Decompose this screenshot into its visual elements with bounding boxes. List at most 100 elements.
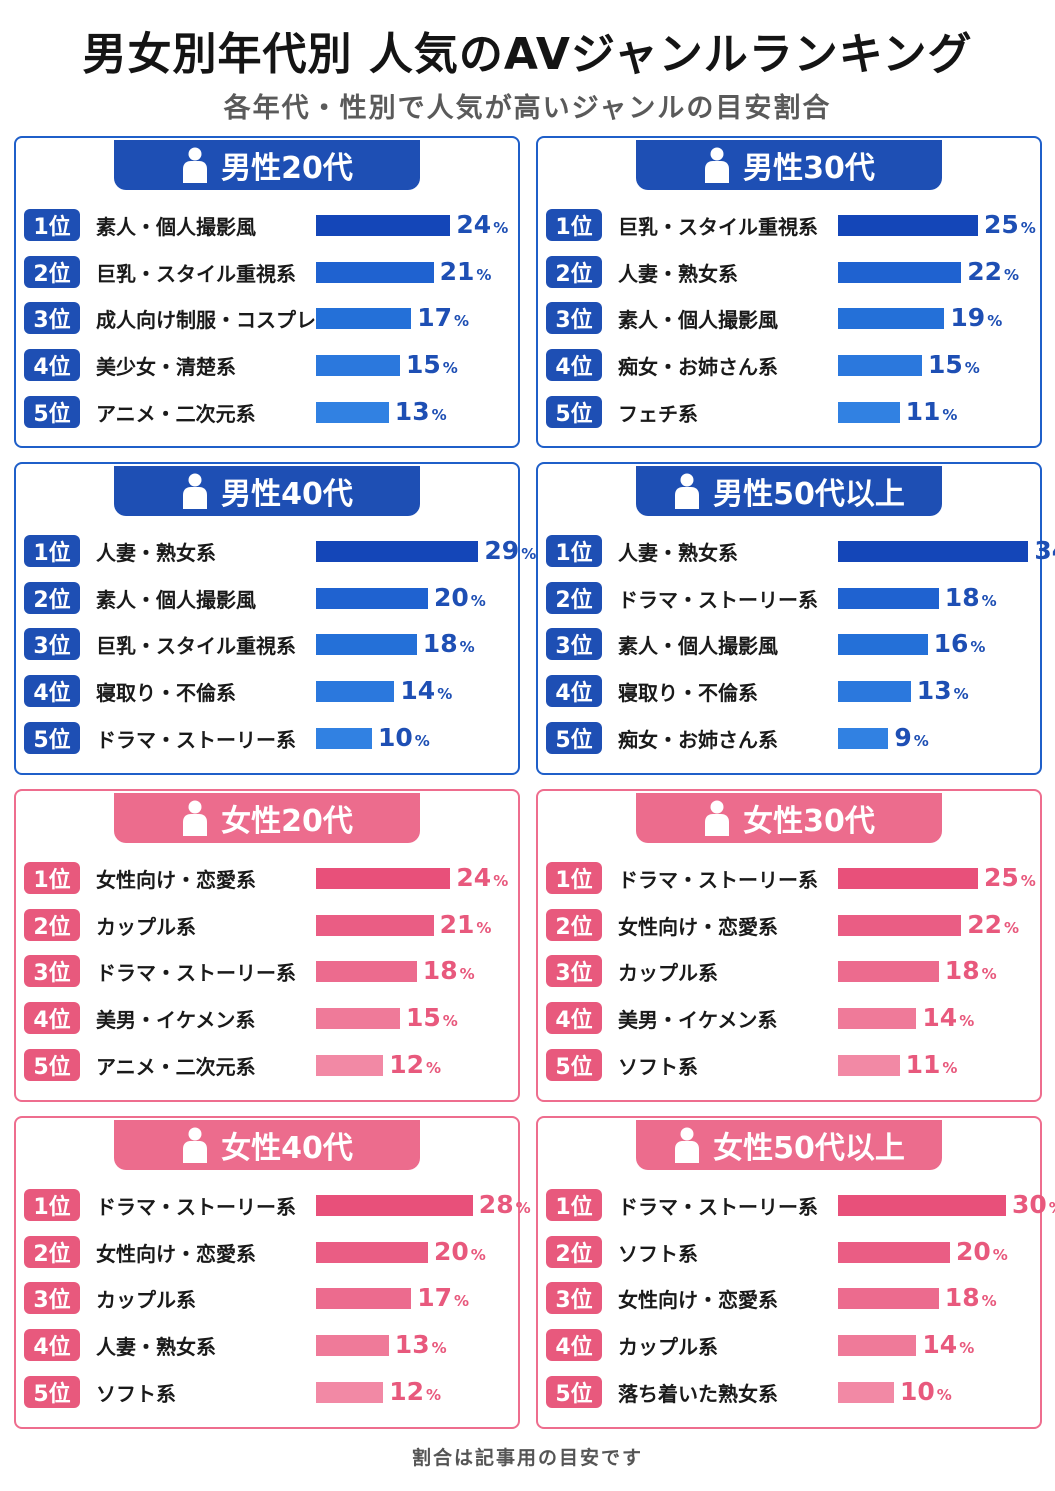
- value-label: 20%: [956, 1229, 1008, 1276]
- rank-badge: 2位: [546, 255, 602, 288]
- percent-symbol: %: [442, 1012, 458, 1031]
- value-number: 12: [389, 1049, 424, 1079]
- panel-title: 男性30代: [743, 151, 875, 186]
- value-label: 15%: [406, 995, 458, 1042]
- percent-symbol: %: [476, 918, 492, 937]
- panel-title: 男性20代: [221, 151, 353, 186]
- ranking-row: 5位 ソフト系 11%: [538, 1042, 1040, 1089]
- ranking-panel: 男性40代 1位 人妻・熟女系 29% 2位 素人・個人撮影風 20% 3位 巨乳・スタイル重視…: [14, 462, 536, 775]
- rank-badge: 1位: [24, 1189, 80, 1221]
- person-icon: [181, 1127, 209, 1163]
- percent-symbol: %: [1020, 219, 1036, 237]
- value-label: 15%: [406, 342, 458, 389]
- value-number: 18: [422, 956, 458, 986]
- percent-symbol: %: [425, 1058, 442, 1077]
- panel-title-banner: 男性30代: [636, 140, 942, 190]
- percent-symbol: %: [992, 1245, 1008, 1264]
- ranking-row: 3位 素人・個人撮影風 16%: [538, 621, 1040, 668]
- genre-label: 女性向け・恋愛系: [618, 1288, 778, 1313]
- ranking-row: 3位 カップル系 17%: [16, 1275, 518, 1322]
- rank-badge: 1位: [546, 1189, 602, 1221]
- value-bar: [838, 727, 889, 749]
- ranking-list: 1位 ドラマ・ストーリー系 28% 2位 女性向け・恋愛系 20% 3位 カップル系 17% 4位…: [16, 1182, 531, 1415]
- ranking-row: 3位 ドラマ・ストーリー系 18%: [16, 948, 518, 995]
- rank-badge: 5位: [24, 395, 80, 428]
- ranking-row: 3位 成人向け制服・コスプレ系 17%: [16, 295, 518, 342]
- rank-badge: 5位: [546, 1375, 602, 1408]
- value-bar: [838, 355, 922, 377]
- value-number: 25: [984, 210, 1019, 239]
- rank-badge: 4位: [546, 1002, 602, 1035]
- rank-badge: 3位: [546, 628, 602, 661]
- percent-symbol: %: [442, 359, 458, 378]
- genre-label: ドラマ・ストーリー系: [96, 1194, 296, 1219]
- genre-label: 女性向け・恋愛系: [96, 867, 256, 892]
- ranking-row: 4位 寝取り・不倫系 14%: [16, 668, 518, 715]
- percent-symbol: %: [953, 685, 969, 704]
- value-bar: [838, 914, 962, 936]
- genre-label: 寝取り・不倫系: [618, 680, 758, 705]
- value-bar: [838, 261, 962, 283]
- panel-title-banner: 男性20代: [114, 140, 420, 190]
- ranking-row: 2位 カップル系 21%: [16, 902, 518, 949]
- value-bar: [316, 634, 417, 656]
- value-bar: [838, 681, 911, 703]
- value-label: 14%: [922, 1322, 974, 1369]
- value-number: 29: [484, 536, 520, 565]
- panel-title: 女性20代: [221, 804, 353, 839]
- value-number: 13: [916, 676, 952, 706]
- genre-label: 素人・個人撮影風: [96, 214, 256, 239]
- percent-symbol: %: [521, 545, 537, 563]
- genre-label: 人妻・熟女系: [618, 540, 738, 565]
- percent-symbol: %: [431, 405, 447, 424]
- rank-badge: 2位: [24, 581, 80, 614]
- rank-badge: 4位: [24, 675, 80, 708]
- genre-label: 痴女・お姉さん系: [618, 354, 778, 379]
- value-label: 29%: [484, 528, 536, 575]
- percent-symbol: %: [453, 312, 470, 331]
- genre-label: ソフト系: [618, 1054, 698, 1079]
- percent-symbol: %: [459, 638, 475, 657]
- value-number: 19: [950, 303, 986, 333]
- ranking-row: 4位 美少女・清楚系 15%: [16, 342, 518, 389]
- value-bar: [316, 1054, 384, 1076]
- genre-label: ドラマ・ストーリー系: [618, 867, 818, 892]
- value-number: 15: [928, 350, 963, 380]
- value-number: 28: [478, 1190, 514, 1219]
- percent-symbol: %: [470, 1245, 486, 1264]
- value-bar: [838, 215, 978, 236]
- value-label: 34%: [1034, 528, 1055, 575]
- rank-badge: 2位: [546, 1235, 602, 1268]
- value-number: 15: [406, 1003, 441, 1033]
- genre-label: 人妻・熟女系: [96, 540, 216, 565]
- ranking-row: 2位 ソフト系 20%: [538, 1229, 1040, 1276]
- value-number: 22: [967, 909, 1002, 939]
- person-icon: [181, 473, 209, 509]
- value-bar: [316, 868, 451, 889]
- value-label: 28%: [479, 1182, 531, 1229]
- genre-label: ソフト系: [618, 1241, 698, 1266]
- percent-symbol: %: [936, 1385, 952, 1404]
- value-bar: [838, 1195, 1006, 1216]
- value-bar: [316, 914, 434, 936]
- value-number: 34: [1034, 536, 1055, 565]
- ranking-panel: 女性20代 1位 女性向け・恋愛系 24% 2位 カップル系 21% 3位 ドラマ・ストーリー系…: [14, 789, 520, 1102]
- value-number: 16: [933, 629, 969, 659]
- panel-title-banner: 女性50代以上: [636, 1120, 942, 1170]
- rank-badge: 1位: [546, 535, 602, 567]
- ranking-list: 1位 女性向け・恋愛系 24% 2位 カップル系 21% 3位 ドラマ・ストーリー系 18% 4位…: [16, 855, 518, 1088]
- rank-badge: 3位: [24, 1282, 80, 1315]
- genre-label: ソフト系: [96, 1381, 176, 1406]
- percent-symbol: %: [431, 1339, 447, 1358]
- percent-symbol: %: [476, 265, 492, 284]
- person-icon: [181, 800, 209, 836]
- rank-badge: 5位: [24, 1375, 80, 1408]
- ranking-list: 1位 巨乳・スタイル重視系 25% 2位 人妻・熟女系 22% 3位 素人・個人撮影風 19% 4…: [538, 202, 1040, 435]
- panel-title: 男性50代以上: [713, 477, 905, 512]
- value-label: 22%: [967, 902, 1019, 949]
- footer-note: 割合は記事用の目安です: [411, 1447, 643, 1469]
- value-bar: [838, 587, 939, 609]
- value-bar: [316, 1241, 428, 1263]
- value-label: 30%: [1012, 1182, 1055, 1229]
- ranking-panel: 女性30代 1位 ドラマ・ストーリー系 25% 2位 女性向け・恋愛系 22% 3位 カップル系…: [536, 789, 1042, 1102]
